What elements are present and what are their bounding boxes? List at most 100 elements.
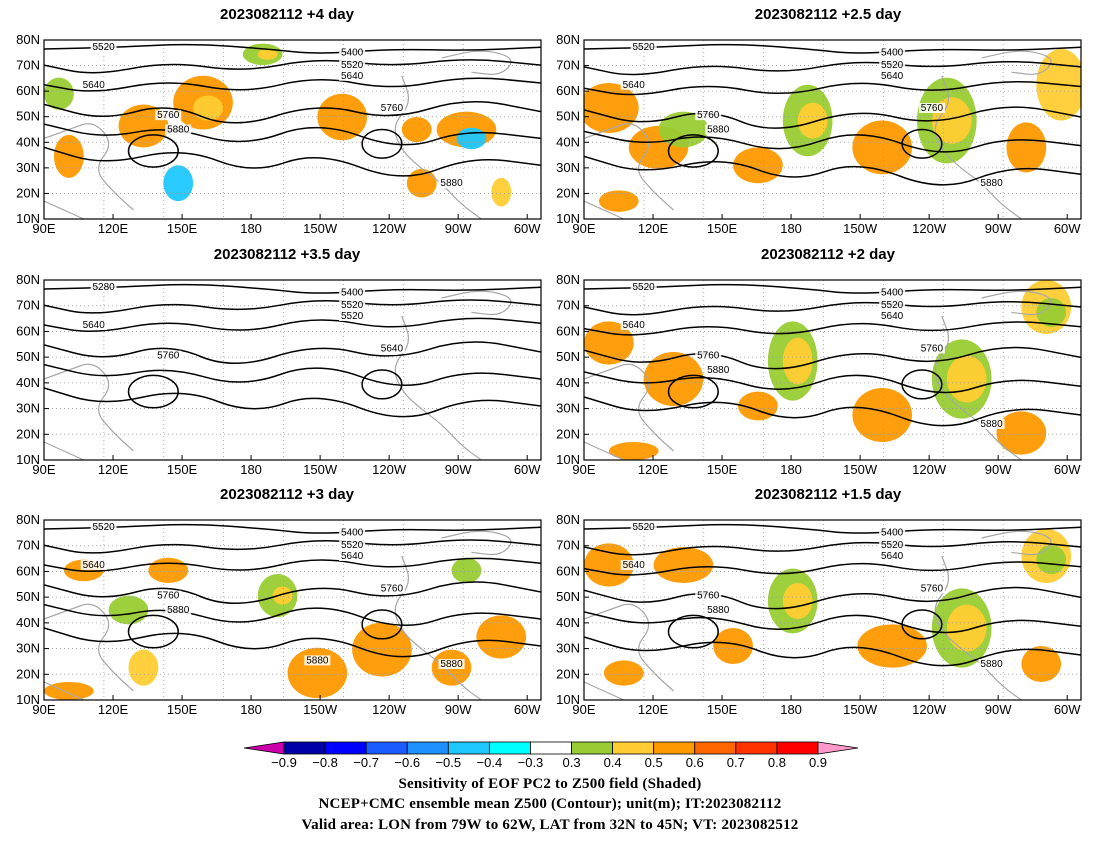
lon-tick-label: 60W bbox=[514, 462, 541, 477]
footer-line-1: Sensitivity of EOF PC2 to Z500 field (Sh… bbox=[398, 776, 702, 792]
z500-contour-closed bbox=[901, 609, 943, 640]
lat-tick-label: 50N bbox=[16, 349, 40, 364]
contour-label-bg bbox=[620, 320, 647, 330]
colorbar-box bbox=[447, 741, 490, 755]
contour-label-bg bbox=[630, 42, 657, 53]
z500-contour bbox=[44, 59, 541, 74]
colorbar-tick-label: −0.3 bbox=[518, 755, 544, 770]
shaded-region bbox=[1036, 545, 1067, 574]
lat-tick-label: 40N bbox=[556, 615, 580, 630]
lon-tick-label: 60W bbox=[1054, 702, 1081, 717]
contour-label-bg bbox=[155, 110, 182, 121]
contour-label: 5400 bbox=[341, 528, 364, 539]
contour-label: 5520 bbox=[633, 42, 656, 53]
contour-label-bg bbox=[339, 47, 366, 58]
contour-label-bg bbox=[339, 551, 366, 561]
shaded-region bbox=[148, 557, 189, 584]
contour-label-bg bbox=[630, 522, 657, 533]
contour-label: 5520 bbox=[881, 540, 904, 551]
colorbar-box bbox=[365, 741, 408, 755]
z500-contour-closed bbox=[667, 134, 719, 168]
shaded-region bbox=[603, 660, 644, 686]
shaded-region bbox=[598, 190, 639, 212]
z500-contour-closed bbox=[901, 369, 943, 400]
contour-label-bg bbox=[90, 42, 117, 53]
lon-tick-label: 90W bbox=[445, 702, 472, 717]
panel-frame bbox=[43, 279, 542, 461]
lon-tick-label: 60W bbox=[1054, 221, 1081, 236]
lon-tick-label: 150E bbox=[167, 221, 198, 236]
contour-label-bg bbox=[80, 560, 107, 570]
contour-label-bg bbox=[879, 540, 906, 551]
shaded-region bbox=[163, 165, 194, 202]
contour-label: 5880 bbox=[980, 659, 1003, 670]
contour-label: 5880 bbox=[440, 178, 463, 189]
contour-label: 5280 bbox=[93, 282, 116, 293]
contour-label-bg bbox=[879, 70, 906, 81]
lon-tick-label: 150E bbox=[707, 462, 738, 477]
contour-label-bg bbox=[438, 178, 465, 189]
lat-tick-label: 10N bbox=[556, 452, 580, 467]
contour-label-bg bbox=[879, 60, 906, 71]
lat-tick-label: 40N bbox=[556, 375, 580, 390]
contour-label: 5520 bbox=[341, 311, 364, 322]
z500-contour bbox=[584, 636, 1081, 667]
contour-label-bg bbox=[705, 605, 732, 615]
shaded-region bbox=[491, 177, 512, 207]
contour-label-bg bbox=[978, 178, 1005, 189]
contour-label-bg bbox=[695, 590, 722, 601]
contour-label-bg bbox=[879, 527, 906, 538]
panel-frame bbox=[583, 519, 1082, 701]
shaded-region bbox=[852, 388, 913, 442]
colorbar-tick-label: 0.5 bbox=[645, 755, 663, 770]
shaded-region bbox=[476, 615, 527, 659]
shaded-region bbox=[1006, 122, 1047, 173]
coastline bbox=[441, 290, 512, 316]
contour-label: 5520 bbox=[93, 42, 116, 53]
contour-label: 5520 bbox=[881, 300, 904, 311]
coastline bbox=[394, 75, 482, 219]
contour-label: 5400 bbox=[881, 48, 904, 59]
z500-contour bbox=[44, 341, 541, 364]
coastline bbox=[394, 315, 482, 460]
lon-tick-label: 120W bbox=[912, 462, 947, 477]
lon-tick-label: 90W bbox=[985, 221, 1012, 236]
coastline bbox=[44, 441, 85, 460]
shaded-region bbox=[797, 102, 828, 139]
lon-tick-label: 90W bbox=[985, 462, 1012, 477]
map-background bbox=[44, 280, 541, 460]
lon-tick-label: 180 bbox=[780, 221, 802, 236]
lat-tick-label: 20N bbox=[16, 666, 40, 681]
contour-label-bg bbox=[438, 659, 465, 669]
colorbar-tick-label: −0.4 bbox=[477, 755, 503, 770]
lon-tick-label: 90E bbox=[572, 462, 595, 477]
z500-contour bbox=[44, 581, 541, 604]
panel-frame bbox=[43, 39, 542, 220]
contour-label: 5520 bbox=[93, 522, 116, 533]
lon-tick-label: 90E bbox=[32, 221, 55, 236]
shaded-region bbox=[287, 647, 348, 699]
z500-contour bbox=[584, 611, 1081, 634]
colorbar-box bbox=[530, 741, 572, 755]
lon-tick-label: 120E bbox=[638, 462, 669, 477]
shaded-region bbox=[451, 557, 482, 584]
lat-tick-label: 30N bbox=[16, 401, 40, 416]
z500-contour bbox=[44, 100, 541, 124]
z500-contour-closed bbox=[127, 614, 179, 649]
shaded-region bbox=[406, 168, 437, 198]
lat-tick-label: 70N bbox=[556, 538, 580, 553]
map-panel-6: 5520 5400552056405640576057605880588080N7… bbox=[556, 512, 1082, 717]
lat-tick-label: 30N bbox=[16, 641, 40, 656]
lat-tick-label: 10N bbox=[16, 452, 40, 467]
z500-contour bbox=[44, 77, 541, 92]
contour-label: 5400 bbox=[881, 528, 904, 539]
footer-line-3: Valid area: LON from 79W to 62W, LAT fro… bbox=[301, 817, 799, 833]
lon-tick-label: 120E bbox=[98, 462, 129, 477]
shaded-region bbox=[456, 127, 487, 150]
shaded-region bbox=[257, 48, 278, 60]
lon-tick-label: 60W bbox=[1054, 462, 1081, 477]
shaded-region bbox=[608, 442, 659, 460]
contour-label: 5640 bbox=[83, 560, 106, 571]
panel-frame bbox=[583, 39, 1082, 220]
